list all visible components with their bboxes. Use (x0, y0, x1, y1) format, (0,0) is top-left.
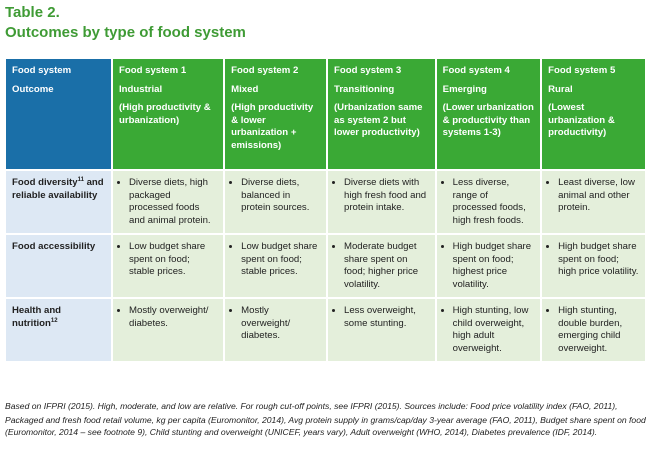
bullet-text: Least diverse, low animal and other prot… (558, 177, 639, 215)
system-description: (Lower urbanization & productivity than … (442, 102, 534, 138)
row-label: Health and nutrition12 (6, 299, 111, 361)
cell: Mostly overweight/ diabetes. (225, 299, 326, 361)
system-description: (Urbanization same as system 2 but lower… (333, 102, 423, 138)
bullet-text: High stunting, low child overweight, hig… (453, 305, 534, 355)
body-row: Health and nutrition12 Mostly overweight/… (6, 299, 645, 361)
corner-text: Food system (12, 65, 72, 76)
system-type: Mixed (231, 83, 259, 95)
bullet-list: Diverse diets, high packaged processed f… (119, 177, 217, 227)
bullet-list: Moderate budget share spent on food; hig… (334, 241, 429, 291)
cell: High budget share spent on food; high pr… (542, 235, 645, 297)
footnote: Based on IFPRI (2015). High, moderate, a… (5, 400, 647, 440)
outcomes-table: Food system Outcome Food system 1 Industria… (4, 57, 647, 363)
footnote-text: Based on IFPRI (2015). High, moderate, a… (5, 401, 618, 411)
system-name: Food system 5 (548, 65, 616, 76)
system-type: Rural (548, 83, 573, 95)
bullet-text: Low budget share spent on food; stable p… (129, 241, 217, 279)
column-header: Food system 4 Emerging (Lower urbanization… (436, 59, 541, 169)
row-label-text: Food accessibility (12, 241, 96, 252)
header-row: Food system Outcome Food system 1 Industria… (6, 59, 645, 169)
cell: Diverse diets, balanced in protein sourc… (225, 171, 326, 233)
bullet-text: Less diverse, range of processed foods, … (453, 177, 534, 227)
cell: High stunting, low child overweight, hig… (436, 299, 541, 361)
bullet-list: Diverse diets, balanced in protein sourc… (231, 177, 320, 215)
system-name: Food system 4 (442, 65, 510, 76)
row-label-text: Food diversity (12, 177, 78, 188)
table-title: Outcomes by type of food system (5, 24, 246, 41)
system-description: (High productivity & lower urbanization … (231, 102, 314, 151)
bullet-text: High budget share spent on food; highest… (453, 241, 534, 291)
bullet-list: Least diverse, low animal and other prot… (548, 177, 639, 215)
bullet-list: High budget share spent on food; highest… (443, 241, 534, 291)
bullet-list: High stunting, double burden, emerging c… (548, 305, 639, 355)
system-type: Industrial (119, 83, 163, 95)
column-header: Food system 1 Industrial (High productivit… (113, 59, 224, 169)
bullet-list: Diverse diets with high fresh food and p… (334, 177, 429, 215)
row-label: Food diversity11 and reliable availabili… (6, 171, 111, 233)
system-name: Food system 1 (119, 65, 187, 76)
column-header: Food system 5 Rural (Lowest urbanization &… (542, 59, 645, 169)
body-row: Food diversity11 and reliable availabili… (6, 171, 645, 233)
bullet-list: High budget share spent on food; high pr… (548, 241, 639, 279)
column-header: Food system 3 Transitioning (Urbanization … (327, 59, 435, 169)
cell: Mostly overweight/ diabetes. (113, 299, 224, 361)
system-description: (High productivity & urbanization) (119, 102, 211, 126)
footnote-ref: 12 (50, 317, 58, 324)
bullet-text: Mostly overweight/ diabetes. (241, 305, 320, 343)
body-row: Food accessibility Low budget share spent… (6, 235, 645, 297)
bullet-text: Moderate budget share spent on food; hig… (344, 241, 429, 291)
cell: High stunting, double burden, emerging c… (542, 299, 645, 361)
bullet-list: High stunting, low child overweight, hig… (443, 305, 534, 355)
cell: Least diverse, low animal and other prot… (542, 171, 645, 233)
cell: Low budget share spent on food; stable p… (113, 235, 224, 297)
bullet-list: Mostly overweight/ diabetes. (231, 305, 320, 343)
corner-text: Outcome (12, 83, 54, 95)
bullet-list: Low budget share spent on food; stable p… (119, 241, 217, 279)
system-name: Food system 2 (231, 65, 299, 76)
system-type: Transitioning (333, 83, 395, 95)
bullet-list: Low budget share spent on food; stable p… (231, 241, 320, 279)
bullet-text: Diverse diets, balanced in protein sourc… (241, 177, 320, 215)
cell: Diverse diets, high packaged processed f… (113, 171, 224, 233)
bullet-text: Diverse diets with high fresh food and p… (344, 177, 429, 215)
footnote-ref: 11 (77, 176, 84, 183)
table-label: Table 2. (5, 4, 60, 21)
bullet-list: Mostly overweight/ diabetes. (119, 305, 217, 330)
cell: Low budget share spent on food; stable p… (225, 235, 326, 297)
column-header: Food system 2 Mixed (High productivity & l… (225, 59, 326, 169)
bullet-text: Diverse diets, high packaged processed f… (129, 177, 217, 227)
bullet-list: Less diverse, range of processed foods, … (443, 177, 534, 227)
system-description: (Lowest urbanization & productivity) (548, 102, 615, 138)
row-label: Food accessibility (6, 235, 111, 297)
system-name: Food system 3 (333, 65, 402, 76)
footnote-text: Packaged and fresh food retail volume, k… (5, 415, 646, 437)
cell: Less overweight, some stunting. (327, 299, 435, 361)
cell: Less diverse, range of processed foods, … (436, 171, 541, 233)
corner-cell: Food system Outcome (6, 59, 111, 169)
system-type: Emerging (442, 83, 487, 95)
cell: High budget share spent on food; highest… (436, 235, 541, 297)
bullet-list: Less overweight, some stunting. (334, 305, 429, 330)
bullet-text: Low budget share spent on food; stable p… (241, 241, 320, 279)
bullet-text: Mostly overweight/ diabetes. (129, 305, 217, 330)
row-label-text: Health and nutrition (12, 305, 62, 329)
bullet-text: High budget share spent on food; high pr… (558, 241, 639, 279)
bullet-text: High stunting, double burden, emerging c… (558, 305, 639, 355)
row-label-text: and reliable availability (12, 177, 104, 201)
bullet-text: Less overweight, some stunting. (344, 305, 429, 330)
cell: Moderate budget share spent on food; hig… (327, 235, 435, 297)
cell: Diverse diets with high fresh food and p… (327, 171, 435, 233)
